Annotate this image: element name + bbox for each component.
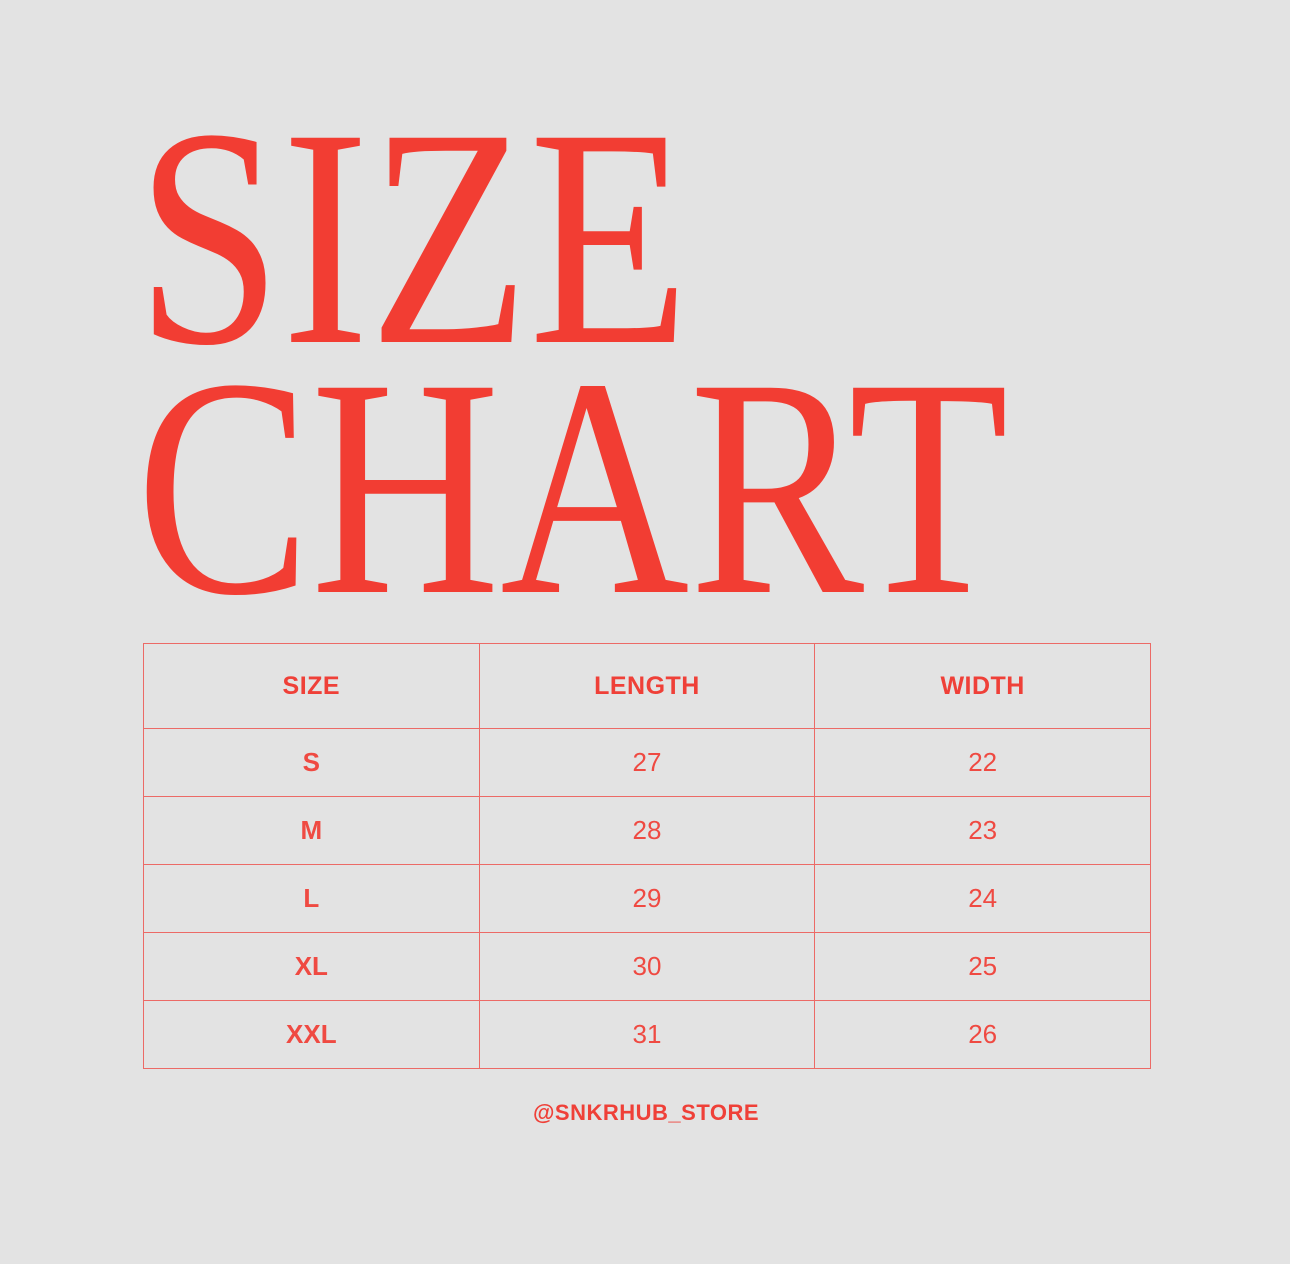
- table-row: S 27 22: [143, 728, 1151, 797]
- title-line-1: SIZE: [136, 65, 690, 410]
- cell-size: XL: [143, 932, 480, 1001]
- cell-width: 26: [814, 1000, 1151, 1069]
- header-length: LENGTH: [478, 643, 816, 729]
- title-line-2: CHART: [136, 315, 1009, 660]
- header-size: SIZE: [143, 643, 480, 729]
- cell-size: XXL: [143, 1000, 480, 1069]
- table-row: XXL 31 26: [143, 1000, 1151, 1069]
- cell-width: 25: [814, 932, 1151, 1001]
- header-width: WIDTH: [814, 643, 1151, 729]
- cell-size: M: [143, 796, 480, 865]
- cell-width: 22: [814, 728, 1151, 797]
- cell-width: 24: [814, 864, 1151, 933]
- cell-length: 28: [478, 796, 816, 865]
- cell-size: S: [143, 728, 480, 797]
- store-handle: @SNKRHUB_STORE: [532, 1100, 760, 1125]
- cell-length: 27: [478, 728, 816, 797]
- cell-width: 23: [814, 796, 1151, 865]
- table-header-row: SIZE LENGTH WIDTH: [143, 643, 1151, 729]
- table-row: L 29 24: [143, 864, 1151, 933]
- cell-length: 30: [478, 932, 816, 1001]
- cell-length: 31: [478, 1000, 816, 1069]
- table-row: XL 30 25: [143, 932, 1151, 1001]
- cell-length: 29: [478, 864, 816, 933]
- table-row: M 28 23: [143, 796, 1151, 865]
- size-table: SIZE LENGTH WIDTH S 27 22 M 28 23 L 29 24 XL 30…: [143, 643, 1151, 1069]
- cell-size: L: [143, 864, 480, 933]
